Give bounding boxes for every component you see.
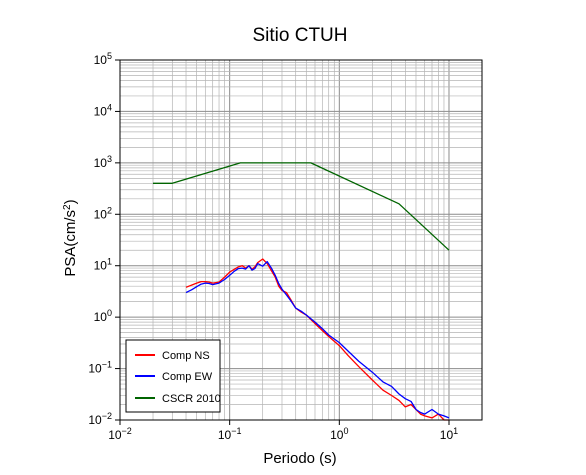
y-tick-exp: 2 [107,205,112,215]
y-tick-base: 10 [94,53,108,67]
y-tick-label: 101 [94,257,112,273]
y-tick-label: 100 [94,308,112,324]
y-tick-exp: 5 [107,51,112,61]
x-tick-base: 10 [330,428,344,442]
x-axis: 10−2 10−1 100 101 [108,420,458,442]
plot-frame [119,59,483,421]
y-axis-label-base: PSA(cm/s [62,210,79,277]
series-line-comp-ns [185,258,449,421]
y-tick-base: 10 [94,104,108,118]
y-tick-label: 105 [94,51,112,67]
y-tick-label: 103 [94,154,112,170]
y-tick-exp: −2 [102,411,112,421]
y-tick-label: 104 [94,102,112,118]
x-tick-exp: −2 [122,426,132,436]
x-tick-base: 10 [218,428,232,442]
y-tick-label: 102 [94,205,112,221]
legend: Comp NS Comp EW CSCR 2010 [125,339,221,413]
y-tick-base: 10 [88,362,102,376]
legend-label-cscr: CSCR 2010 [162,393,221,405]
y-tick-base: 10 [94,156,108,170]
y-axis-label-superscript: 2 [62,204,73,210]
series-line-comp-ew [185,260,450,419]
y-tick-exp: −1 [102,360,112,370]
y-tick-exp: 1 [107,257,112,267]
y-tick-base: 10 [94,310,108,324]
y-tick-base: 10 [88,413,102,427]
y-tick-base: 10 [94,207,108,221]
y-tick-exp: 0 [107,308,112,318]
x-tick-base: 10 [440,428,454,442]
x-tick-exp: −1 [231,426,241,436]
x-axis-label: Periodo (s) [263,450,336,467]
series-layer [153,162,450,421]
series-line-cscr-2010 [153,162,450,251]
y-axis-label-close: ) [62,199,79,204]
x-tick-exp: 0 [343,426,348,436]
legend-label-ns: Comp NS [162,350,210,362]
y-tick-exp: 3 [107,154,112,164]
y-tick-label: 10−2 [88,411,112,427]
chart-title: Sitio CTUH [252,25,347,46]
x-tick-label: 10−1 [218,426,242,442]
y-tick-label: 10−1 [88,360,112,376]
x-tick-label: 100 [330,426,348,442]
y-tick-exp: 4 [107,102,112,112]
x-tick-base: 10 [108,428,122,442]
x-tick-label: 10−2 [108,426,132,442]
y-tick-base: 10 [94,259,108,273]
y-axis-label: PSA(cm/s2) [62,199,80,276]
legend-label-ew: Comp EW [162,371,213,383]
x-tick-exp: 1 [453,426,458,436]
x-tick-label: 101 [440,426,458,442]
